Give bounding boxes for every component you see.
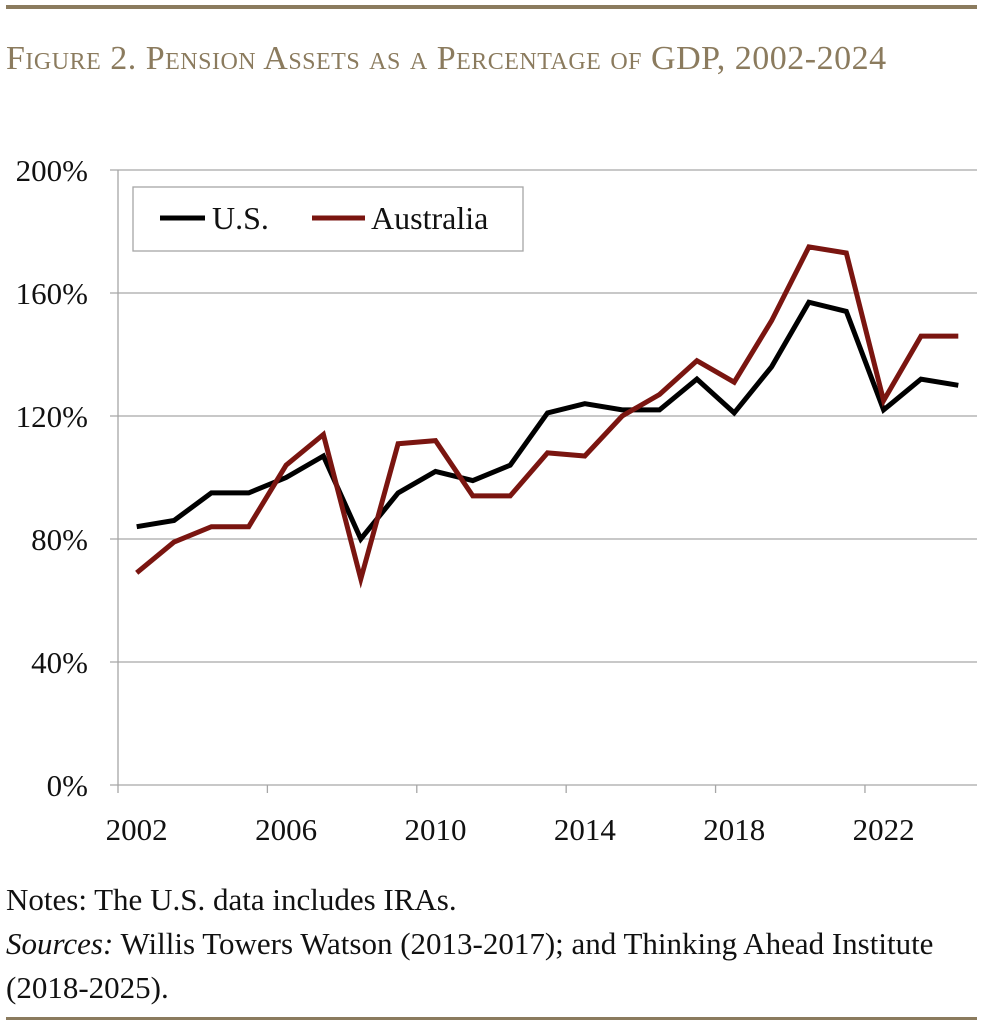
sources-label: Sources: bbox=[6, 926, 114, 961]
figure-title: Figure 2. Pension Assets as a Percentage… bbox=[6, 40, 887, 77]
top-rule bbox=[6, 5, 977, 9]
y-tick-label: 120% bbox=[16, 399, 88, 434]
x-tick-label: 2018 bbox=[703, 812, 765, 847]
y-tick-label: 0% bbox=[47, 768, 88, 803]
x-tick-label: 2014 bbox=[554, 812, 617, 847]
y-axis-labels: 0% 40% 80% 120% 160% 200% bbox=[16, 153, 88, 803]
notes-text: Notes: The U.S. data includes IRAs. bbox=[6, 882, 457, 917]
x-tick-label: 2002 bbox=[106, 812, 168, 847]
series-lines bbox=[135, 244, 959, 589]
series-line-australia bbox=[135, 244, 959, 589]
gridlines bbox=[110, 169, 977, 786]
x-tick-label: 2022 bbox=[853, 812, 915, 847]
legend-label: U.S. bbox=[212, 200, 269, 236]
x-axis: 2002 2006 2010 2014 2018 2022 bbox=[106, 170, 915, 847]
y-tick-label: 80% bbox=[31, 522, 88, 557]
bottom-rule bbox=[6, 1017, 977, 1020]
legend: U.S. Australia bbox=[132, 186, 524, 252]
y-tick-label: 160% bbox=[16, 276, 88, 311]
x-tick-label: 2010 bbox=[404, 812, 466, 847]
legend-label: Australia bbox=[371, 200, 488, 236]
y-tick-label: 200% bbox=[16, 153, 88, 188]
x-tick-label: 2006 bbox=[255, 812, 317, 847]
sources-text: Sources: Willis Towers Watson (2013-2017… bbox=[6, 922, 966, 1010]
sources-body: Willis Towers Watson (2013-2017); and Th… bbox=[6, 926, 934, 1005]
y-tick-label: 40% bbox=[31, 645, 88, 680]
